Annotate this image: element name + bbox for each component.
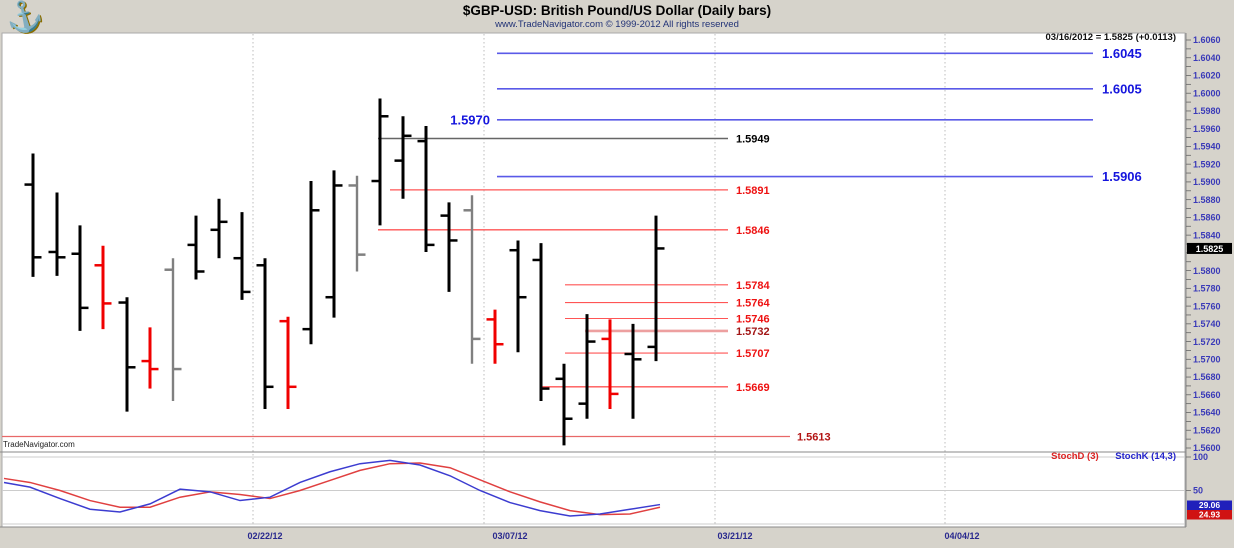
ohlc-bar bbox=[532, 243, 550, 401]
stoch-value-badge bbox=[1187, 500, 1232, 510]
price-axis-label: 1.5860 bbox=[1193, 213, 1221, 223]
level-label-1.5846: 1.5846 bbox=[736, 225, 770, 237]
stoch-k-label: StochK (14,3) bbox=[1115, 451, 1176, 462]
level-label-1.5613: 1.5613 bbox=[797, 431, 831, 443]
ohlc-bar bbox=[24, 153, 42, 277]
stoch-axis-label: 50 bbox=[1193, 486, 1203, 496]
level-label-1.6045: 1.6045 bbox=[1102, 46, 1142, 61]
ohlc-bar bbox=[578, 314, 596, 419]
price-axis-label: 1.5960 bbox=[1193, 124, 1221, 134]
ohlc-bar bbox=[210, 198, 228, 259]
ohlc-bar bbox=[440, 202, 458, 292]
ohlc-bar bbox=[48, 192, 66, 276]
chart-title: $GBP-USD: British Pound/US Dollar (Daily… bbox=[462, 3, 772, 18]
price-axis-label: 1.6020 bbox=[1193, 71, 1221, 81]
price-axis-label: 1.5640 bbox=[1193, 408, 1221, 418]
price-axis-label: 1.5980 bbox=[1193, 106, 1221, 116]
ohlc-bar bbox=[601, 319, 619, 409]
price-axis-label: 1.5680 bbox=[1193, 372, 1221, 382]
price-axis-label: 1.5940 bbox=[1193, 142, 1221, 152]
price-axis-label: 1.5600 bbox=[1193, 443, 1221, 453]
level-label-1.5949: 1.5949 bbox=[736, 133, 770, 145]
ohlc-bar bbox=[164, 258, 182, 401]
current-price-badge bbox=[1187, 242, 1232, 254]
ohlc-bar bbox=[118, 297, 136, 412]
price-axis-label: 1.6000 bbox=[1193, 88, 1221, 98]
price-axis-label: 1.5800 bbox=[1193, 266, 1221, 276]
current-price-badge-value: 1.5825 bbox=[1196, 244, 1224, 254]
level-label-1.5891: 1.5891 bbox=[736, 185, 770, 197]
ohlc-bar bbox=[256, 258, 274, 409]
ohlc-bar bbox=[624, 323, 642, 419]
ohlc-bar bbox=[71, 225, 89, 331]
level-label-1.5906: 1.5906 bbox=[1102, 169, 1142, 184]
stoch-d-label: StochD (3) bbox=[1051, 451, 1099, 462]
price-axis-label: 1.5760 bbox=[1193, 301, 1221, 311]
level-label-1.5764: 1.5764 bbox=[736, 298, 771, 310]
level-label-1.5707: 1.5707 bbox=[736, 348, 770, 360]
level-label-1.5970: 1.5970 bbox=[450, 112, 490, 127]
stoch-axis-label: 100 bbox=[1193, 452, 1208, 462]
price-axis-label: 1.5660 bbox=[1193, 390, 1221, 400]
stoch-legend: StochD (3) StochK (14,3) bbox=[1037, 451, 1176, 462]
stoch-value-badge-text: 24.93 bbox=[1199, 510, 1221, 520]
price-axis-label: 1.6060 bbox=[1193, 35, 1221, 45]
watermark: TradeNavigator.com bbox=[3, 440, 75, 449]
ohlc-bar bbox=[187, 215, 205, 280]
price-axis-label: 1.6040 bbox=[1193, 53, 1221, 63]
price-axis-label: 1.5840 bbox=[1193, 230, 1221, 240]
stoch-k-line bbox=[3, 459, 661, 517]
ohlc-bar bbox=[141, 327, 159, 389]
stoch-value-badge-text: 29.06 bbox=[1199, 500, 1221, 510]
price-axis-label: 1.5620 bbox=[1193, 425, 1221, 435]
ohlc-bar bbox=[302, 181, 320, 345]
stoch-value-badge bbox=[1187, 510, 1232, 520]
price-axis-label: 1.5880 bbox=[1193, 195, 1221, 205]
price-axis-label: 1.5720 bbox=[1193, 337, 1221, 347]
ohlc-bar bbox=[348, 175, 366, 272]
plot-area[interactable] bbox=[1, 32, 1186, 528]
level-label-1.6005: 1.6005 bbox=[1102, 81, 1142, 96]
ohlc-bar bbox=[463, 195, 481, 364]
level-label-1.5669: 1.5669 bbox=[736, 382, 770, 394]
price-axis-label: 1.5740 bbox=[1193, 319, 1221, 329]
chart-subtitle: www.TradeNavigator.com © 1999-2012 All r… bbox=[495, 19, 739, 30]
price-axis-label: 1.5900 bbox=[1193, 177, 1221, 187]
ohlc-bar bbox=[509, 240, 527, 353]
price-axis-label: 1.5780 bbox=[1193, 284, 1221, 294]
level-label-1.5746: 1.5746 bbox=[736, 314, 770, 326]
ohlc-bar bbox=[417, 126, 435, 252]
ohlc-bar bbox=[371, 98, 389, 226]
ohlc-bar bbox=[647, 215, 665, 362]
ohlc-bar bbox=[233, 212, 251, 300]
ohlc-bar bbox=[279, 316, 297, 409]
stoch-d-line bbox=[3, 462, 661, 516]
ohlc-bar bbox=[555, 363, 573, 446]
price-axis-label: 1.5920 bbox=[1193, 159, 1221, 169]
ohlc-bar bbox=[394, 116, 412, 199]
ohlc-bar bbox=[94, 245, 112, 330]
level-label-1.5732: 1.5732 bbox=[736, 326, 770, 338]
ohlc-bar bbox=[325, 170, 343, 318]
level-label-1.5784: 1.5784 bbox=[736, 280, 771, 292]
ohlc-bar bbox=[486, 309, 504, 364]
quote-info: 03/16/2012 = 1.5825 (+0.0113) bbox=[1045, 32, 1176, 43]
price-axis-label: 1.5700 bbox=[1193, 355, 1221, 365]
